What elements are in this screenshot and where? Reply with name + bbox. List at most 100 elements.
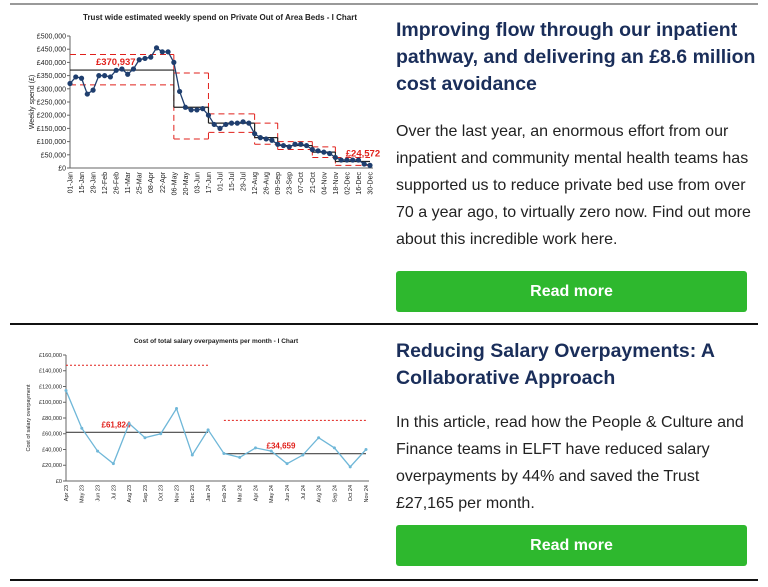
y-tick-label: £100,000 bbox=[37, 139, 66, 146]
y-tick-label: £120,000 bbox=[39, 384, 62, 390]
y-tick-label: £60,000 bbox=[42, 432, 62, 438]
data-point bbox=[252, 131, 258, 137]
data-line bbox=[65, 390, 367, 468]
data-point bbox=[280, 142, 287, 149]
data-point bbox=[159, 49, 165, 55]
x-tick-label: Jun 24 bbox=[285, 485, 291, 502]
data-point bbox=[234, 120, 240, 126]
x-tick-label: 07-Oct bbox=[298, 172, 305, 193]
data-point bbox=[119, 66, 125, 72]
x-tick-label: 12-Feb bbox=[102, 172, 109, 194]
y-tick-label: £350,000 bbox=[37, 73, 66, 80]
x-tick-label: 18-Nov bbox=[333, 172, 340, 195]
data-point bbox=[190, 453, 194, 457]
data-point bbox=[217, 125, 223, 131]
data-point bbox=[165, 49, 171, 55]
data-point bbox=[182, 104, 188, 110]
data-point bbox=[153, 45, 160, 51]
data-point bbox=[113, 67, 119, 73]
x-tick-label: Jan 24 bbox=[206, 485, 212, 502]
x-tick-label: Dec 23 bbox=[190, 485, 196, 502]
data-point bbox=[96, 73, 102, 79]
data-point bbox=[367, 162, 373, 168]
data-point bbox=[240, 119, 246, 125]
mean-label: £370,937 bbox=[96, 57, 136, 68]
x-tick-label: 15-Jan bbox=[79, 172, 86, 194]
x-tick-label: Oct 23 bbox=[159, 485, 165, 501]
data-point bbox=[206, 428, 210, 432]
data-point bbox=[211, 121, 217, 128]
data-point bbox=[148, 54, 154, 60]
y-tick-label: £250,000 bbox=[37, 99, 66, 106]
y-tick-label: £400,000 bbox=[37, 60, 66, 67]
y-tick-label: £50,000 bbox=[41, 152, 66, 159]
data-point bbox=[292, 141, 298, 147]
y-tick-label: £300,000 bbox=[37, 86, 66, 93]
data-point bbox=[285, 462, 289, 466]
x-tick-label: 20-May bbox=[183, 172, 190, 196]
data-point bbox=[171, 59, 177, 65]
data-point bbox=[159, 432, 163, 436]
x-tick-label: Oct 24 bbox=[348, 485, 354, 501]
x-tick-label: Mar 24 bbox=[238, 485, 244, 502]
mean-label: £34,659 bbox=[267, 442, 296, 451]
y-tick-label: £500,000 bbox=[37, 33, 66, 40]
article-title: Improving flow through our inpatient pat… bbox=[396, 19, 756, 95]
data-point bbox=[355, 157, 362, 163]
data-point bbox=[246, 120, 252, 126]
x-tick-label: 23-Sep bbox=[287, 172, 294, 195]
data-point bbox=[350, 157, 356, 163]
data-point bbox=[78, 75, 85, 81]
y-axis-label: Weekly spend (£) bbox=[29, 75, 36, 129]
x-tick-label: Apr 23 bbox=[64, 485, 70, 501]
data-point bbox=[253, 446, 257, 450]
data-point bbox=[64, 388, 68, 392]
x-tick-label: Jun 23 bbox=[96, 485, 102, 502]
x-tick-label: 15-Jul bbox=[229, 172, 236, 192]
data-point bbox=[309, 146, 315, 153]
article-body: In this article, read how the People & C… bbox=[396, 414, 744, 512]
y-tick-label: £140,000 bbox=[39, 369, 62, 375]
read-more-button[interactable]: Read more bbox=[396, 271, 747, 312]
data-point bbox=[136, 57, 142, 63]
data-point bbox=[321, 149, 327, 155]
y-tick-label: £0 bbox=[58, 165, 66, 172]
data-point bbox=[223, 121, 229, 128]
article-body: Over the last year, an enormous effort f… bbox=[396, 123, 751, 248]
read-more-button[interactable]: Read more bbox=[396, 525, 747, 566]
y-tick-label: £0 bbox=[56, 479, 62, 485]
data-point bbox=[317, 436, 321, 440]
x-tick-label: 11-Mar bbox=[125, 171, 132, 193]
x-tick-label: 06-May bbox=[171, 172, 178, 196]
x-tick-label: Aug 24 bbox=[317, 485, 323, 502]
data-point bbox=[111, 462, 115, 466]
y-tick-label: £80,000 bbox=[42, 416, 62, 422]
x-tick-label: Nov 23 bbox=[174, 485, 180, 502]
data-point bbox=[332, 154, 338, 161]
data-point bbox=[222, 451, 226, 455]
y-tick-label: £200,000 bbox=[37, 113, 66, 120]
x-tick-label: May 23 bbox=[80, 485, 86, 503]
data-point bbox=[130, 66, 137, 72]
data-point bbox=[107, 74, 113, 80]
x-tick-label: 02-Dec bbox=[344, 172, 351, 195]
x-tick-label: 26-Aug bbox=[264, 172, 271, 195]
data-point bbox=[80, 426, 84, 430]
x-tick-label: Jul 23 bbox=[111, 485, 117, 500]
y-tick-label: £160,000 bbox=[39, 353, 62, 359]
x-tick-label: 25-Mar bbox=[137, 171, 144, 194]
data-point bbox=[127, 422, 131, 426]
x-tick-label: 30-Dec bbox=[367, 172, 374, 195]
data-point bbox=[257, 135, 263, 141]
x-tick-label: 29-Jul bbox=[241, 172, 248, 192]
x-tick-label: Nov 24 bbox=[364, 485, 370, 502]
data-point bbox=[348, 465, 352, 469]
data-point bbox=[205, 112, 212, 118]
data-point bbox=[194, 107, 200, 113]
y-tick-label: £100,000 bbox=[39, 400, 62, 406]
data-point bbox=[301, 453, 305, 457]
x-tick-label: Jul 24 bbox=[301, 485, 307, 500]
x-tick-label: 01-Jan bbox=[67, 172, 74, 194]
data-point bbox=[238, 455, 242, 459]
